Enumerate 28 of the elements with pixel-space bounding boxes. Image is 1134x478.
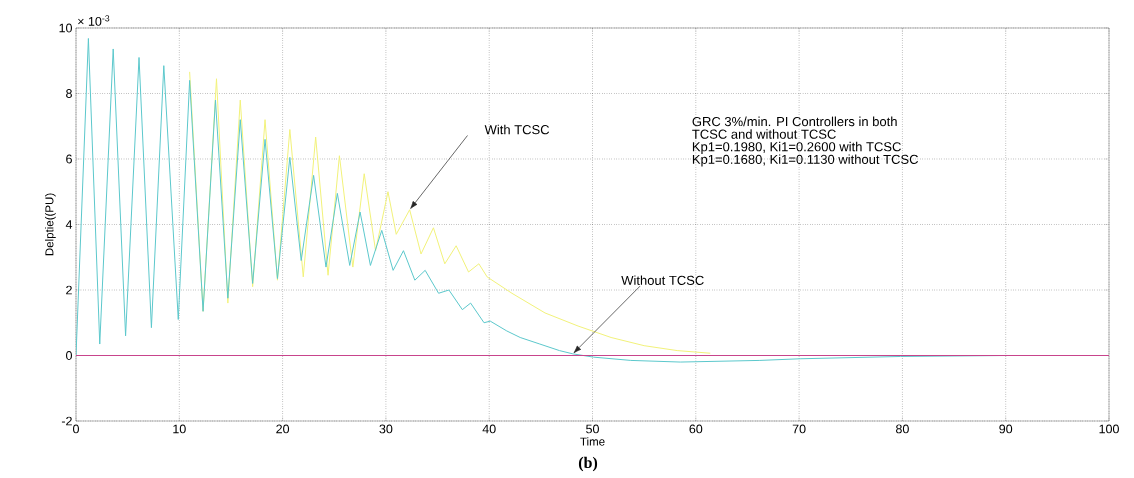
y-tick-label: 2 (66, 285, 72, 295)
y-axis-title: Delptie((PU) (45, 193, 56, 256)
text: (b) (578, 456, 598, 472)
x-tick-label: 60 (689, 424, 703, 434)
y-tick-label: 0 (66, 351, 72, 360)
x-tick-label: 20 (276, 424, 290, 434)
x-tick-label: 30 (379, 424, 393, 434)
annotation: TCSC and without TCSC (692, 129, 836, 139)
annotation: Without TCSC (621, 275, 704, 285)
x-tick-label: 50 (586, 424, 599, 434)
annotation: GRC 3%/min. PI Controllers in both (692, 116, 897, 127)
annotation: Kp1=0.1980, Ki1=0.2600 with TCSC (692, 141, 901, 154)
y-tick-label: 10 (59, 23, 72, 33)
x-tick-label: 0 (73, 424, 79, 434)
x-tick-label: 70 (792, 424, 806, 434)
text: × 10$^{-3}$ (78, 15, 110, 26)
x-tick-label: 90 (999, 424, 1013, 434)
x-tick-label: 80 (896, 424, 909, 434)
x-tick-label: 100 (1099, 424, 1119, 434)
y-tick-label: -2 (61, 416, 72, 426)
y-tick-label: 4 (65, 220, 73, 229)
annotation: With TCSC (484, 124, 550, 135)
x-axis-title: Time (580, 437, 605, 446)
annotation: Kp1=0.1680, Ki1=0.1130 without TCSC (692, 154, 919, 167)
y-tick-label: 8 (66, 89, 72, 98)
x-tick-label: 40 (482, 424, 496, 434)
y-tick-label: 6 (66, 154, 72, 164)
x-tick-label: 10 (173, 424, 186, 434)
